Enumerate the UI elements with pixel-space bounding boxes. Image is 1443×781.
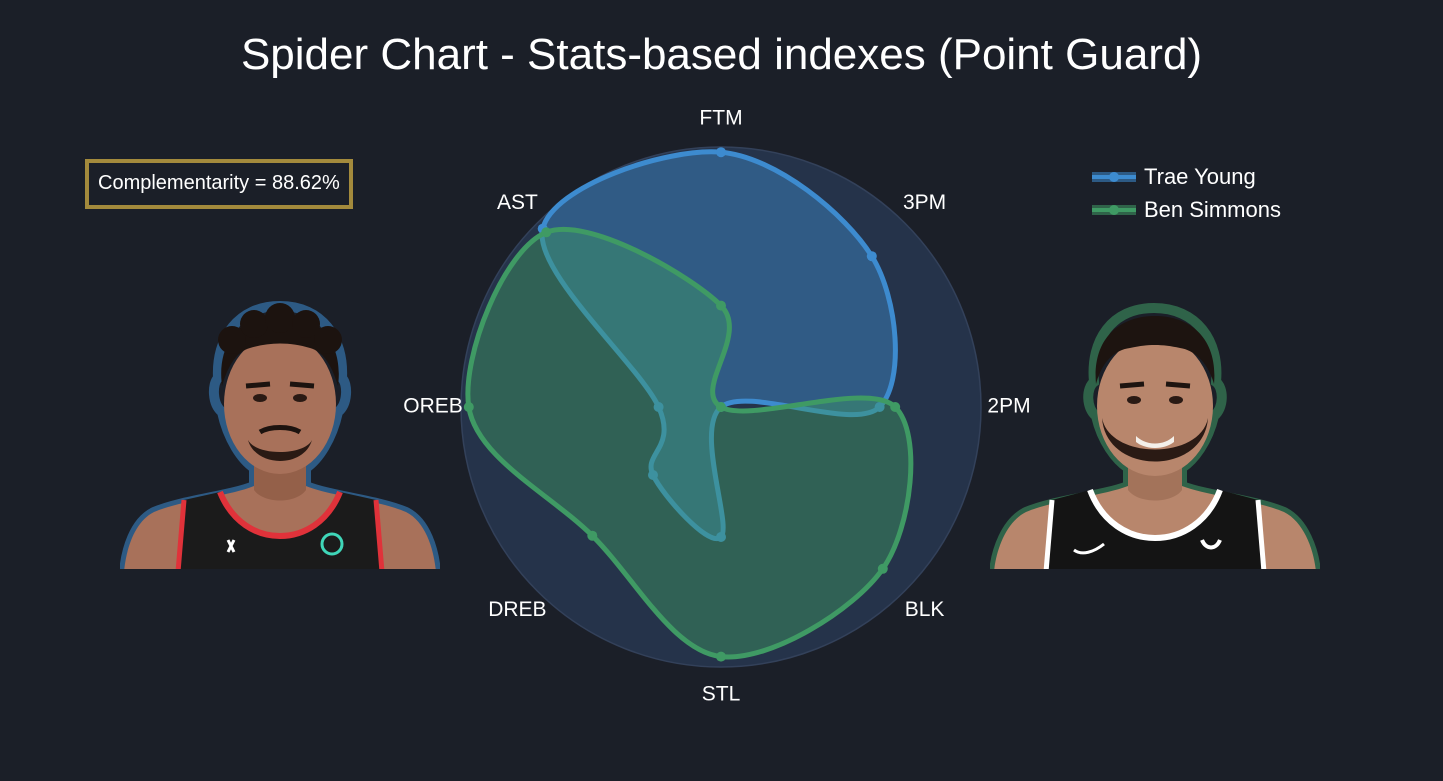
axis-label-ast: AST (497, 191, 538, 214)
point-trae-young-stl[interactable] (716, 532, 726, 542)
axis-label-blk: BLK (905, 598, 945, 621)
axis-label-stl: STL (702, 683, 741, 706)
legend-swatch-ben-simmons (1092, 203, 1136, 217)
point-trae-young-dreb[interactable] (648, 470, 658, 480)
point-ben-simmons-ast[interactable] (541, 227, 552, 238)
point-trae-young-2pm[interactable] (874, 402, 885, 412)
legend-label-trae-young: Trae Young (1144, 163, 1256, 189)
axis-label-3pm: 3PM (903, 191, 946, 214)
point-ben-simmons-3pm[interactable] (716, 402, 726, 412)
point-ben-simmons-blk[interactable] (877, 563, 888, 574)
point-ben-simmons-dreb[interactable] (587, 530, 598, 541)
player-photo-ben-simmons (990, 302, 1320, 569)
point-trae-young-oreb[interactable] (653, 402, 664, 412)
series-ben-simmons (463, 226, 914, 662)
complementarity-box: Complementarity = 88.62% (85, 159, 353, 209)
legend-swatch-trae-young (1092, 170, 1136, 184)
point-ben-simmons-2pm[interactable] (890, 402, 901, 412)
legend-label-ben-simmons: Ben Simmons (1144, 196, 1281, 222)
complementarity-text: Complementarity = 88.62% (98, 172, 340, 194)
axis-label-2pm: 2PM (987, 395, 1030, 418)
legend-item-ben-simmons: Ben Simmons (1092, 193, 1281, 226)
axis-label-ftm: FTM (699, 107, 742, 130)
point-trae-young-3pm[interactable] (866, 251, 877, 262)
point-ben-simmons-stl[interactable] (716, 651, 726, 662)
legend: Trae Young Ben Simmons (1092, 160, 1281, 226)
axis-label-dreb: DREB (488, 598, 546, 621)
point-ben-simmons-ftm[interactable] (716, 300, 726, 311)
legend-item-trae-young: Trae Young (1092, 160, 1281, 193)
axis-label-oreb: OREB (403, 395, 463, 418)
chart-title: Spider Chart - Stats-based indexes (Poin… (240, 30, 1203, 79)
player-photo-trae-young (120, 300, 440, 569)
point-trae-young-ftm[interactable] (716, 147, 726, 158)
point-ben-simmons-oreb[interactable] (463, 402, 474, 412)
